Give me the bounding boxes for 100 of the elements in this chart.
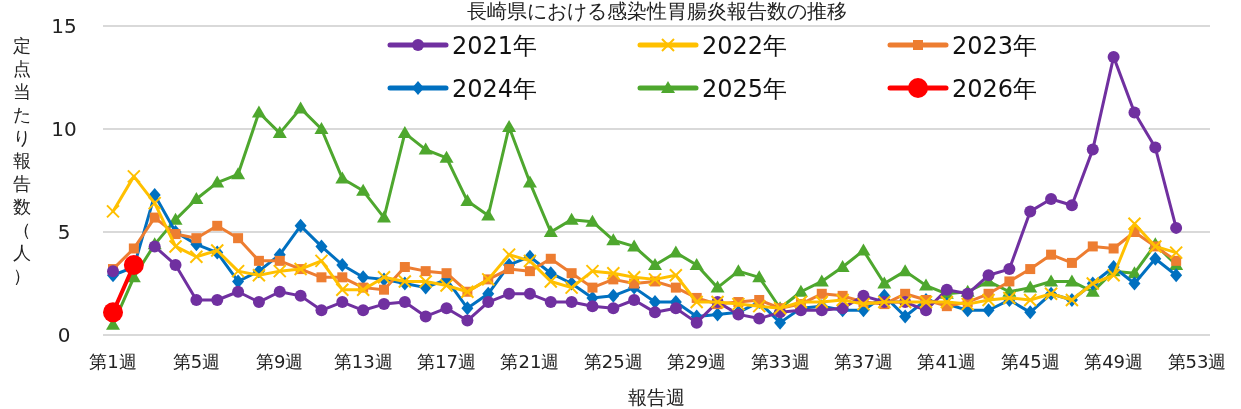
point — [649, 306, 661, 319]
point — [233, 233, 244, 244]
point — [566, 268, 577, 279]
point — [126, 169, 141, 184]
point — [793, 295, 808, 310]
y-tick-label: 10 — [51, 117, 77, 141]
point — [502, 119, 517, 132]
point — [461, 301, 474, 316]
point — [607, 288, 620, 303]
point — [1170, 268, 1183, 283]
point — [357, 270, 370, 285]
point — [377, 210, 391, 223]
point — [1024, 305, 1037, 320]
point — [441, 268, 452, 279]
point — [210, 175, 225, 188]
point — [543, 225, 558, 237]
point — [689, 257, 704, 270]
legend-label: 2026年 — [952, 75, 1038, 103]
point — [898, 264, 913, 277]
y-axis-title: 定点当たり報告数（人） — [13, 35, 31, 286]
point — [648, 257, 662, 270]
point — [753, 312, 766, 325]
legend-label: 2021年 — [452, 32, 538, 60]
point — [460, 194, 475, 207]
point — [565, 296, 578, 309]
x-tick-label: 第13週 — [333, 351, 393, 372]
point — [752, 299, 767, 314]
point — [481, 208, 496, 221]
x-tick-label: 第41週 — [917, 351, 977, 372]
point — [899, 309, 912, 324]
legend-label: 2025年 — [702, 75, 788, 103]
y-tick-label: 5 — [57, 220, 71, 244]
point — [440, 302, 453, 315]
point — [191, 233, 202, 244]
point — [607, 302, 620, 315]
point — [1149, 141, 1162, 154]
point — [397, 126, 412, 139]
point — [378, 298, 390, 311]
point — [960, 297, 975, 312]
point — [1127, 216, 1142, 231]
point — [418, 142, 433, 155]
point — [418, 274, 433, 289]
point — [335, 282, 350, 297]
legend-label: 2022年 — [702, 32, 788, 60]
point — [1024, 205, 1037, 218]
point — [752, 270, 767, 283]
point — [232, 285, 245, 298]
point — [689, 295, 704, 310]
x-tick-label: 第29週 — [667, 351, 727, 372]
point — [1086, 143, 1099, 156]
point — [1107, 50, 1120, 63]
point — [1169, 245, 1184, 260]
point — [1066, 257, 1077, 268]
point — [1044, 274, 1059, 287]
point — [606, 233, 621, 246]
point — [103, 302, 123, 323]
point — [522, 175, 537, 188]
point — [399, 262, 410, 273]
legend-label: 2023年 — [952, 32, 1038, 60]
point — [1046, 249, 1057, 260]
point — [251, 268, 266, 283]
point — [294, 289, 307, 302]
point — [189, 192, 204, 205]
point — [731, 264, 746, 277]
point — [668, 268, 683, 283]
point — [170, 229, 181, 240]
point — [273, 285, 286, 298]
point — [1128, 106, 1141, 119]
x-tick-label: 第37週 — [834, 351, 893, 372]
point — [1023, 280, 1038, 293]
point — [586, 300, 599, 313]
point — [504, 264, 515, 275]
point — [814, 295, 829, 310]
point — [420, 266, 431, 277]
point — [857, 289, 870, 302]
point — [335, 171, 350, 184]
point — [251, 105, 266, 118]
point — [627, 270, 642, 285]
point — [835, 292, 850, 307]
x-tick-label: 第25週 — [583, 351, 643, 372]
point — [877, 276, 892, 289]
point — [253, 255, 264, 266]
point — [211, 293, 224, 306]
point — [814, 274, 829, 287]
point — [1065, 199, 1078, 212]
point — [919, 278, 933, 291]
point — [587, 282, 598, 293]
point — [147, 196, 162, 211]
point — [502, 247, 517, 262]
point — [731, 297, 746, 312]
point — [314, 253, 329, 268]
point — [669, 302, 682, 315]
point — [545, 253, 556, 264]
x-tick-label: 第21週 — [500, 351, 560, 372]
point — [1170, 221, 1183, 234]
point — [835, 260, 850, 273]
point — [128, 243, 139, 254]
point — [856, 243, 871, 256]
point — [336, 257, 349, 272]
point — [1025, 264, 1036, 275]
